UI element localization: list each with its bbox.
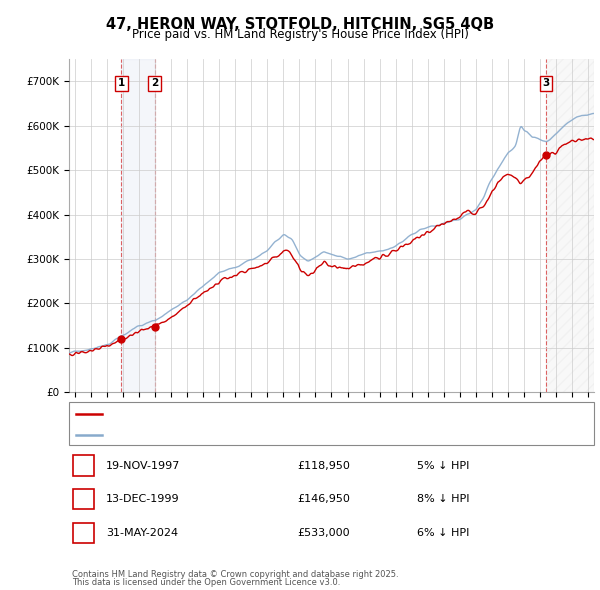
Text: 5% ↓ HPI: 5% ↓ HPI: [417, 461, 469, 470]
Text: 19-NOV-1997: 19-NOV-1997: [106, 461, 181, 470]
Text: 47, HERON WAY, STOTFOLD, HITCHIN, SG5 4QB: 47, HERON WAY, STOTFOLD, HITCHIN, SG5 4Q…: [106, 17, 494, 31]
Text: 1: 1: [118, 78, 125, 88]
Text: Price paid vs. HM Land Registry's House Price Index (HPI): Price paid vs. HM Land Registry's House …: [131, 28, 469, 41]
Bar: [121, 59, 155, 392]
Text: £533,000: £533,000: [297, 528, 350, 537]
Text: 31-MAY-2024: 31-MAY-2024: [106, 528, 178, 537]
Text: 1: 1: [80, 461, 87, 470]
Text: 3: 3: [80, 528, 87, 537]
Text: 2: 2: [151, 78, 158, 88]
Text: 6% ↓ HPI: 6% ↓ HPI: [417, 528, 469, 537]
Text: 8% ↓ HPI: 8% ↓ HPI: [417, 494, 469, 504]
Text: 47, HERON WAY, STOTFOLD, HITCHIN, SG5 4QB (detached house): 47, HERON WAY, STOTFOLD, HITCHIN, SG5 4Q…: [106, 409, 433, 419]
Text: HPI: Average price, detached house, Central Bedfordshire: HPI: Average price, detached house, Cent…: [106, 430, 394, 440]
Bar: [546, 59, 594, 392]
Text: £118,950: £118,950: [297, 461, 350, 470]
Text: 3: 3: [542, 78, 550, 88]
Text: 13-DEC-1999: 13-DEC-1999: [106, 494, 180, 504]
Text: £146,950: £146,950: [297, 494, 350, 504]
Text: This data is licensed under the Open Government Licence v3.0.: This data is licensed under the Open Gov…: [72, 578, 340, 587]
Text: 2: 2: [80, 494, 87, 504]
Text: Contains HM Land Registry data © Crown copyright and database right 2025.: Contains HM Land Registry data © Crown c…: [72, 571, 398, 579]
